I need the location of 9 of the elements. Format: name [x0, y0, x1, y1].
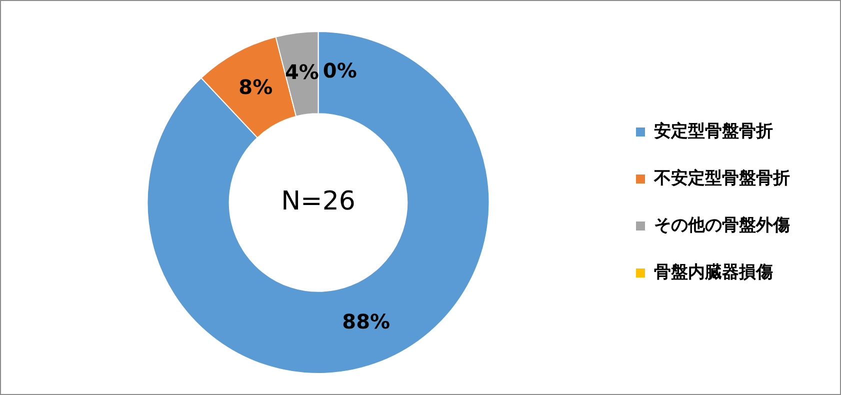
legend-label: 安定型骨盤骨折 [654, 121, 773, 142]
data-label: 88% [342, 310, 390, 334]
legend-label: 骨盤内臓器損傷 [654, 262, 773, 282]
data-label: 8% [238, 74, 273, 99]
text: 0% [322, 58, 357, 83]
legend-label: 不安定型骨盤骨折 [653, 168, 790, 188]
legend-label: その他の骨盤外傷 [654, 215, 790, 236]
text: N=26 [281, 186, 356, 216]
data-label: 4% [284, 60, 319, 84]
